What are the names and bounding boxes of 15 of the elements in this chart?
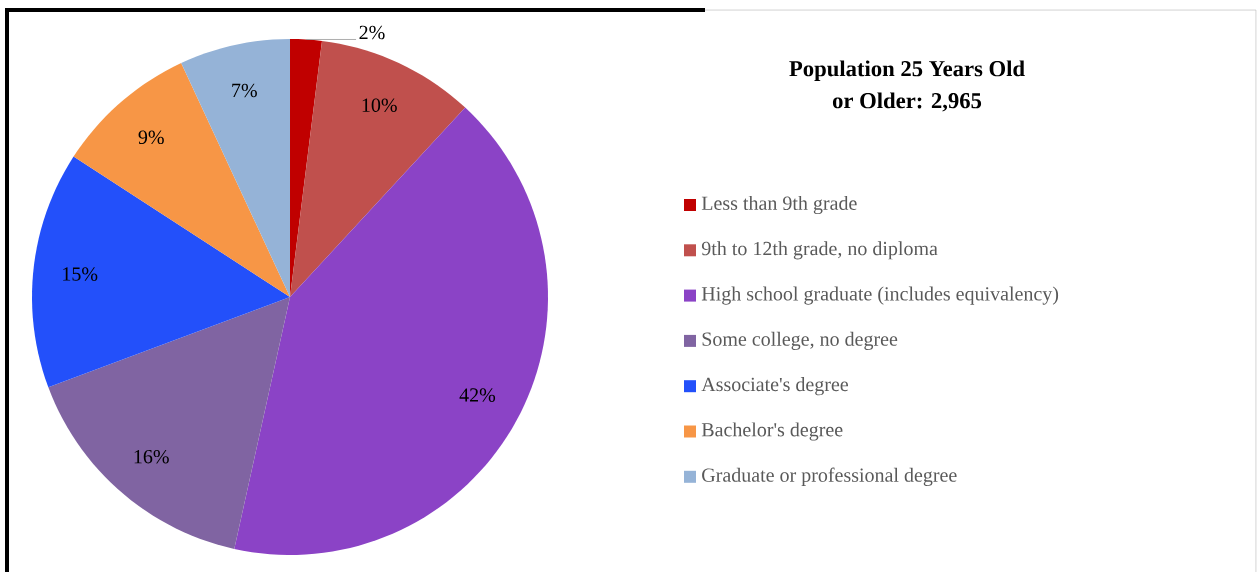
data-label: 7% xyxy=(232,83,257,98)
legend-label: Associate's degree xyxy=(701,377,849,396)
data-label: 10% xyxy=(362,98,397,112)
legend-label: Some college, no degree xyxy=(702,331,898,350)
legend-label: Bachelor's degree xyxy=(701,422,843,441)
data-label: 16% xyxy=(134,449,169,464)
legend-label: High school graduate (includes equivalency) xyxy=(701,286,1059,305)
data-label: 42% xyxy=(459,388,496,402)
data-label: 9% xyxy=(138,130,164,145)
legend-label: 9th to 12th grade, no diploma xyxy=(701,241,938,260)
legend-label: Less than 9th grade xyxy=(701,195,857,215)
legend-label: Graduate or professional degree xyxy=(702,467,957,486)
text: Population 25 Years Old or Older: 2,965 xyxy=(789,60,1025,112)
data-label: 15% xyxy=(63,267,98,281)
data-label: 2% xyxy=(359,25,385,40)
